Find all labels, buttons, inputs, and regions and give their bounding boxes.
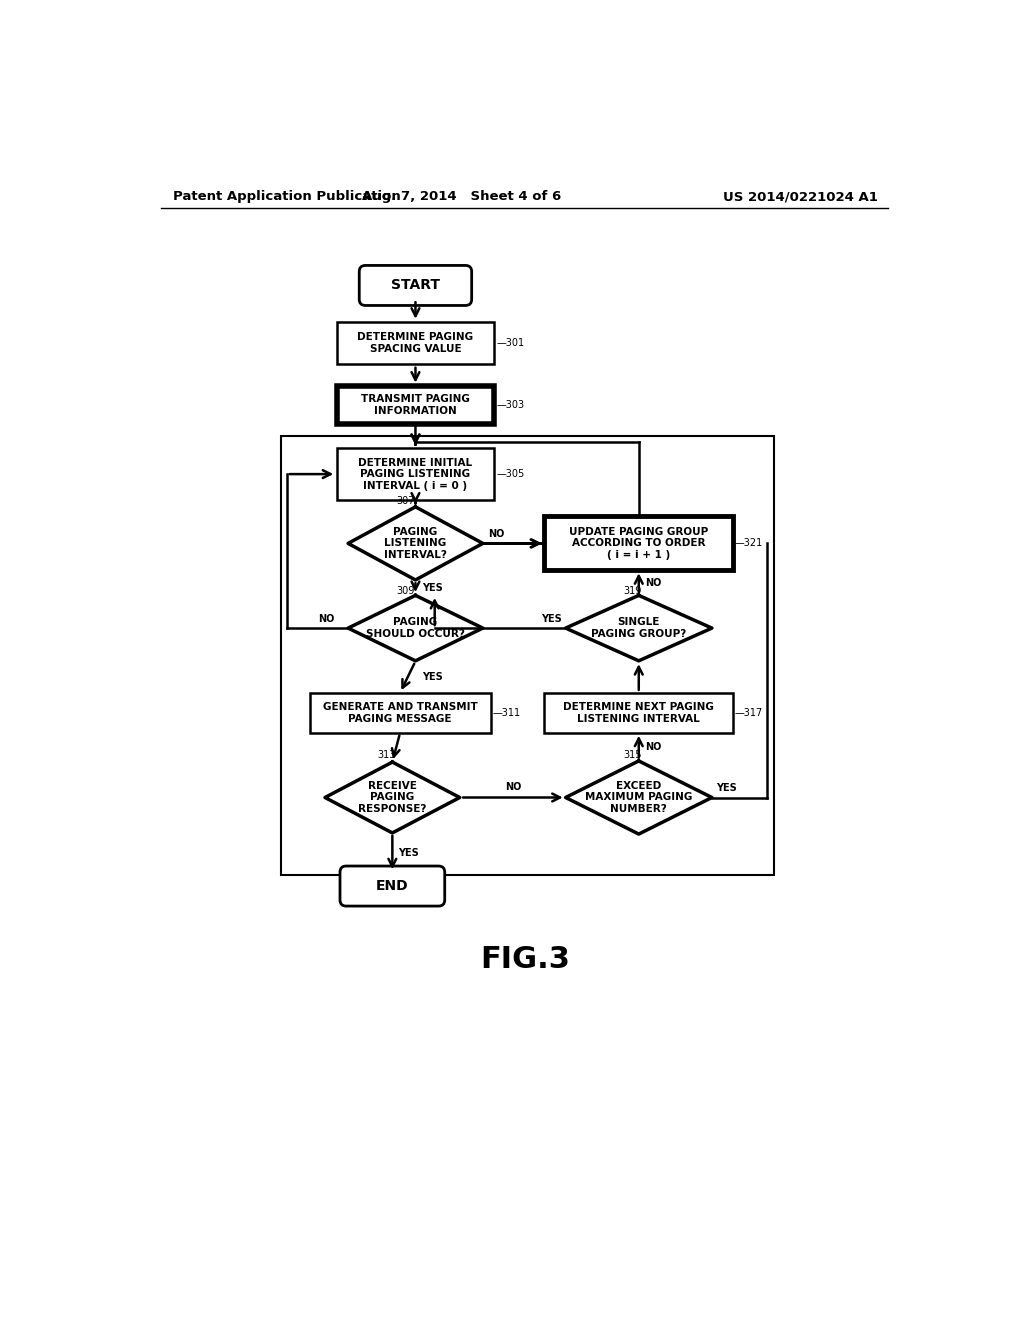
Text: —301: —301 [497,338,524,348]
Bar [545,693,733,733]
Text: Aug. 7, 2014   Sheet 4 of 6: Aug. 7, 2014 Sheet 4 of 6 [362,190,561,203]
Text: NO: NO [645,578,662,587]
Text: YES: YES [422,582,442,593]
Text: 319: 319 [624,586,642,597]
Text: 315: 315 [624,750,642,760]
Text: UPDATE PAGING GROUP
ACCORDING TO ORDER
( i = i + 1 ): UPDATE PAGING GROUP ACCORDING TO ORDER (… [569,527,709,560]
Text: GENERATE AND TRANSMIT
PAGING MESSAGE: GENERATE AND TRANSMIT PAGING MESSAGE [323,702,477,723]
Text: END: END [376,879,409,894]
Text: NO: NO [488,529,505,539]
Text: NO: NO [318,614,335,624]
Bar [337,322,495,364]
Text: —317: —317 [735,708,763,718]
Polygon shape [565,595,712,661]
FancyBboxPatch shape [359,265,472,305]
Polygon shape [565,760,712,834]
Polygon shape [325,762,460,833]
FancyBboxPatch shape [340,866,444,906]
Text: 307: 307 [396,496,415,506]
Text: FIG.3: FIG.3 [480,945,569,974]
Polygon shape [348,595,483,661]
Text: DETERMINE INITIAL
PAGING LISTENING
INTERVAL ( i = 0 ): DETERMINE INITIAL PAGING LISTENING INTER… [358,458,472,491]
Text: —303: —303 [497,400,524,409]
Text: RECEIVE
PAGING
RESPONSE?: RECEIVE PAGING RESPONSE? [358,781,427,814]
Text: —305: —305 [497,469,524,479]
Text: —311: —311 [493,708,520,718]
Polygon shape [348,507,483,579]
Bar [337,385,495,424]
Bar [281,436,773,875]
Text: US 2014/0221024 A1: US 2014/0221024 A1 [723,190,878,203]
Text: NO: NO [505,781,521,792]
Text: DETERMINE NEXT PAGING
LISTENING INTERVAL: DETERMINE NEXT PAGING LISTENING INTERVAL [563,702,714,723]
Bar [309,693,490,733]
Text: —321: —321 [735,539,763,548]
Bar [545,516,733,570]
Text: START: START [391,279,440,293]
Text: YES: YES [716,783,736,793]
Text: Patent Application Publication: Patent Application Publication [173,190,400,203]
Text: YES: YES [541,614,562,624]
Text: TRANSMIT PAGING
INFORMATION: TRANSMIT PAGING INFORMATION [361,393,470,416]
Text: YES: YES [398,847,419,858]
Text: 309: 309 [396,586,415,597]
Text: NO: NO [645,742,662,751]
Text: DETERMINE PAGING
SPACING VALUE: DETERMINE PAGING SPACING VALUE [357,333,473,354]
Text: EXCEED
MAXIMUM PAGING
NUMBER?: EXCEED MAXIMUM PAGING NUMBER? [585,781,692,814]
Text: YES: YES [422,672,442,682]
Text: SINGLE
PAGING GROUP?: SINGLE PAGING GROUP? [591,618,686,639]
Text: PAGING
LISTENING
INTERVAL?: PAGING LISTENING INTERVAL? [384,527,446,560]
Bar [337,447,495,500]
Text: PAGING
SHOULD OCCUR?: PAGING SHOULD OCCUR? [366,618,465,639]
Text: 313: 313 [377,750,395,760]
